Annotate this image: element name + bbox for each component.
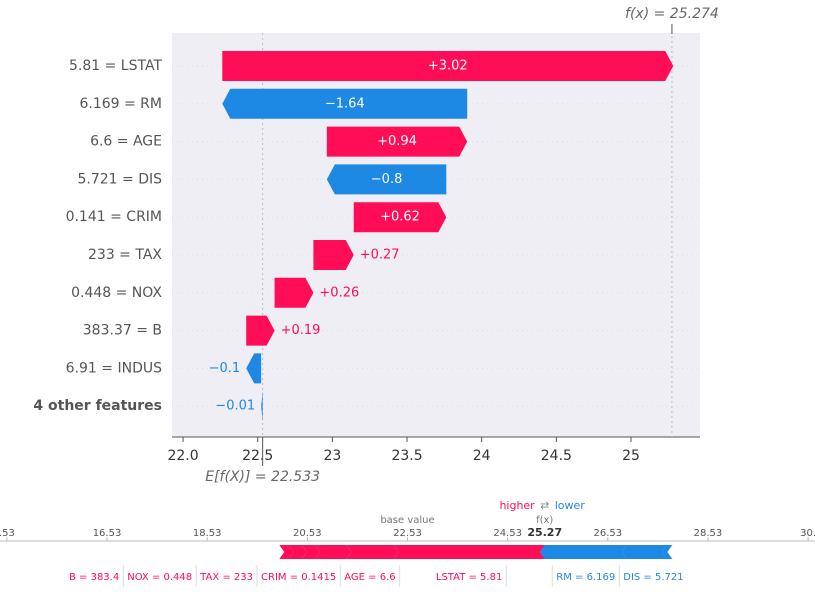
bar [222,88,468,119]
x-tick-label: 23 [323,448,341,464]
feature-label: 4 other features [33,398,162,414]
x-tick-label: 24 [473,448,491,464]
force-label: CRIM = 0.1415 [261,572,336,583]
force-tick-label: 22.53 [393,528,422,539]
force-label: DIS = 5.721 [623,572,683,583]
value-label: −0.8 [371,172,403,187]
bar [313,240,354,270]
force-label: NOX = 0.448 [127,572,192,583]
bar [246,315,275,346]
force-tick-label: .53 [0,528,15,539]
force-bar [301,545,321,559]
force-bar [621,545,667,559]
feature-label: 6.91 = INDUS [66,360,162,376]
x-tick-label: 22.5 [242,448,273,464]
force-tick-label: 26.53 [593,528,622,539]
bar [326,164,447,195]
fx-label: f(x) = 25.274 [625,6,719,22]
feature-label: 6.6 = AGE [90,134,162,150]
force-bar [393,545,550,559]
force-bar [346,545,399,559]
force-tick-label: 28.53 [694,528,723,539]
value-label: +0.94 [377,134,417,149]
feature-label: 383.37 = B [83,323,162,339]
value-label: +0.62 [380,210,420,225]
bar [326,126,468,157]
force-tick-label: 30. [800,528,815,539]
x-tick-label: 23.5 [391,448,422,464]
feature-label: 233 = TAX [88,247,162,263]
force-label: LSTAT = 5.81 [436,572,502,583]
value-label: −1.64 [325,96,365,111]
force-tick-label: 16.53 [93,528,122,539]
force-tick-label: 18.53 [193,528,222,539]
feature-label: 5.81 = LSTAT [69,58,162,74]
bar [246,353,262,384]
force-bar [288,545,307,559]
x-tick-label: 25 [622,448,640,464]
bar [353,202,447,233]
force-tick-label: 24.53 [493,528,522,539]
x-tick-label: 22.0 [167,448,198,464]
force-bar [539,545,627,559]
legend-higher: higher [499,499,535,512]
base-label: E[f(X)] = 22.533 [205,469,320,485]
bar [261,391,263,422]
force-bar [661,545,672,559]
feature-label: 5.721 = DIS [77,171,162,187]
feature-label: 0.448 = NOX [71,285,162,301]
value-label: −0.1 [209,361,241,376]
force-label: RM = 6.169 [556,572,615,583]
fx-value: 25.27 [527,526,562,539]
force-label: TAX = 233 [199,572,253,583]
x-tick-label: 24.5 [541,448,572,464]
legend-arrows: ⇄ [540,499,549,512]
value-label: −0.01 [215,399,255,414]
force-label: B = 383.4 [69,572,119,583]
base-caption: base value [380,515,434,526]
fx-caption: f(x) [536,515,553,526]
legend-lower: lower [555,499,586,512]
feature-label: 0.141 = CRIM [66,209,162,225]
bar [274,277,314,308]
force-label: AGE = 6.6 [344,572,395,583]
force-tick-label: 20.53 [293,528,322,539]
value-label: +0.19 [281,323,321,338]
value-label: +0.26 [319,285,359,300]
force-bar [315,545,352,559]
force-bar [279,545,294,559]
value-label: +3.02 [428,59,468,74]
value-label: +0.27 [360,248,400,263]
feature-label: 6.169 = RM [79,96,162,112]
bar [222,51,674,81]
